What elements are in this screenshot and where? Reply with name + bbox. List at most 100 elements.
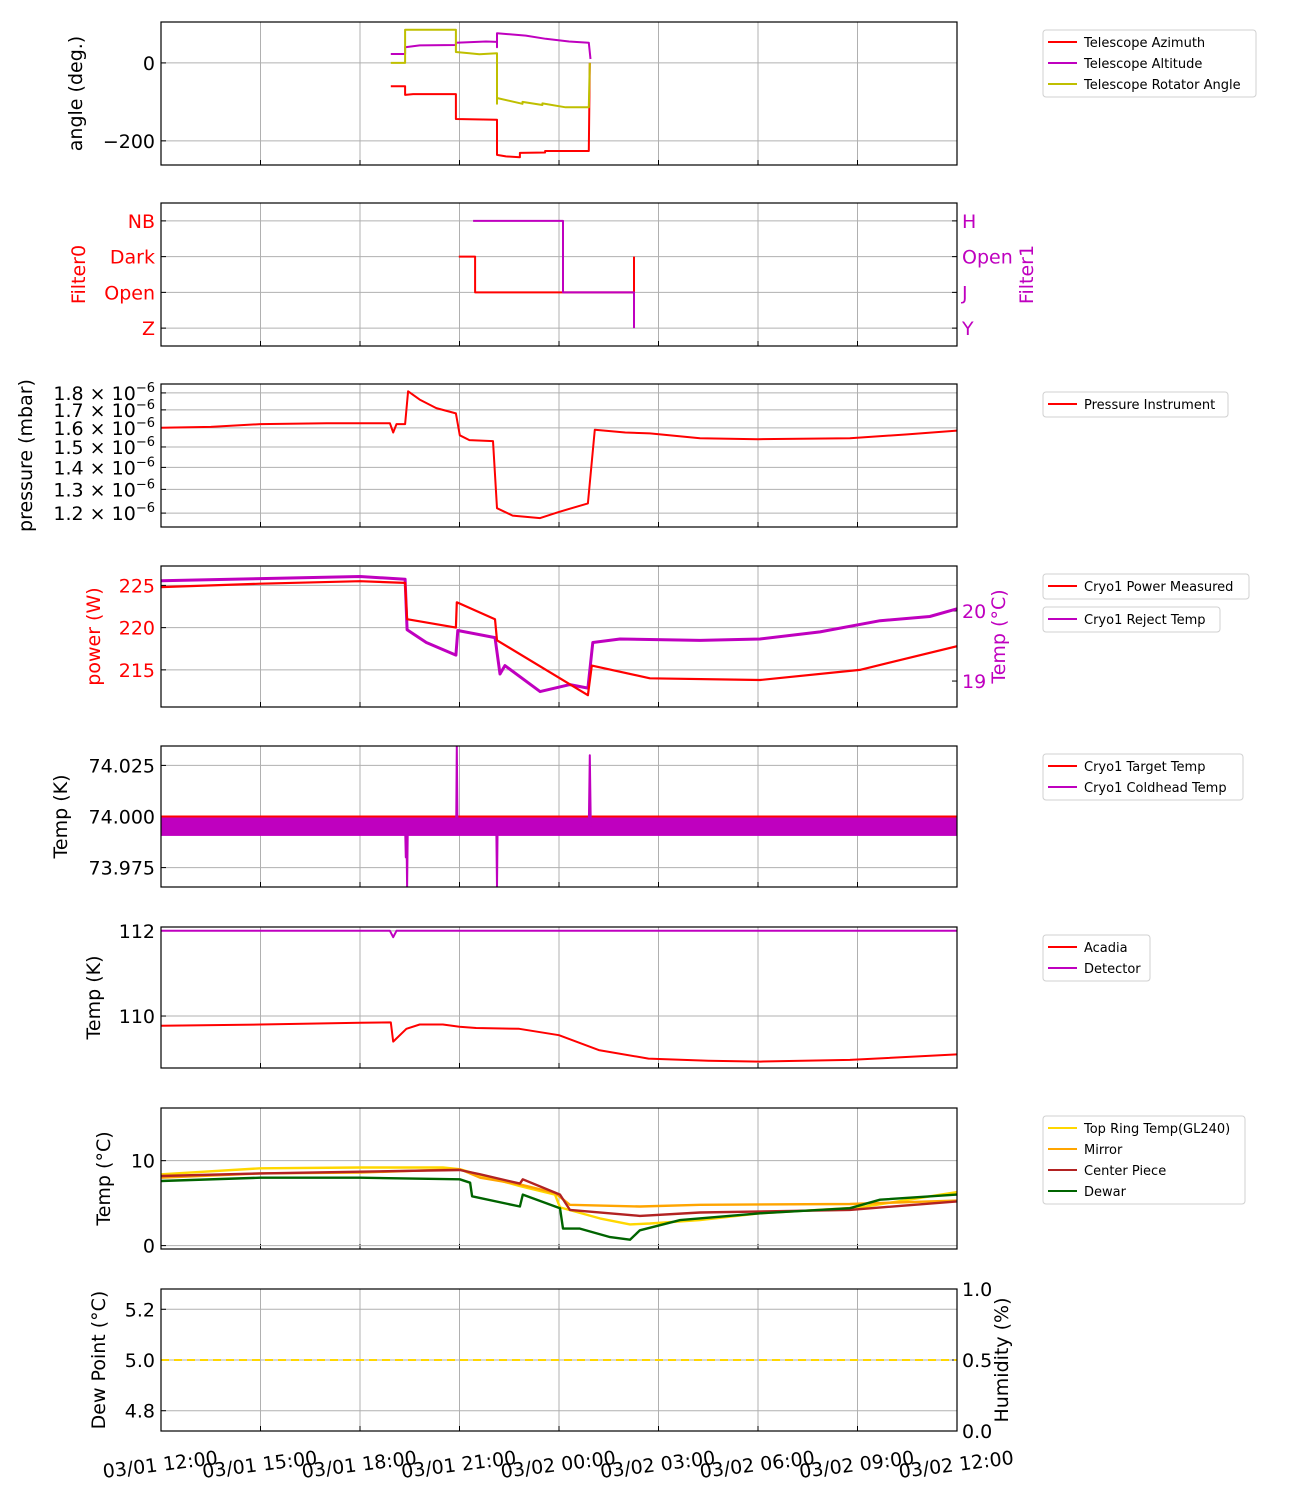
- y2-tick-label: Y: [961, 318, 974, 340]
- y-tick-label: NB: [128, 211, 155, 233]
- legend-label: Telescope Altitude: [1083, 57, 1202, 72]
- series-line-dewar: [161, 1176, 957, 1241]
- legend-label: Pressure Instrument: [1084, 398, 1215, 413]
- legend-box: [1042, 606, 1221, 633]
- legend: Cryo1 Power Measured: [1042, 573, 1250, 600]
- y-tick-label: 112: [119, 921, 155, 943]
- y-tick-label: 225: [119, 575, 155, 597]
- series-group: [458, 219, 635, 329]
- series-line-telescope-altitude: [390, 32, 592, 60]
- y-tick-label: 1.6 × 10−6: [53, 416, 155, 440]
- series-line-detector: [161, 929, 957, 939]
- legend-box: [1042, 391, 1229, 418]
- y-tick-label: 5.0: [125, 1350, 155, 1372]
- series-line-cryo1-coldhead-temp: [404, 746, 592, 887]
- legend: Telescope Azimuth Telescope Altitude Teles…: [1042, 29, 1257, 98]
- y-tick-label: Z: [142, 318, 155, 340]
- plot-frame: [160, 1288, 958, 1432]
- y-tick-label: Open: [104, 282, 155, 304]
- legend: Acadia Detector: [1042, 934, 1151, 982]
- y2-tick-label: 20: [962, 601, 986, 623]
- y-tick-label: 1.3 × 10−6: [53, 477, 155, 501]
- series-line-pressure-instrument: [161, 390, 957, 520]
- series-line-acadia: [161, 1021, 957, 1063]
- series-group: [161, 746, 957, 887]
- y-axis-label: Temp (°C): [93, 1131, 115, 1226]
- y2-tick-label: 0.0: [962, 1421, 992, 1443]
- y-tick-label: 5.2: [125, 1299, 155, 1321]
- legend-label: Telescope Azimuth: [1083, 36, 1205, 51]
- y-axis-label: pressure (mbar): [15, 379, 37, 532]
- y-axis-label: Temp (K): [50, 775, 72, 860]
- plot-frame: [160, 565, 958, 708]
- y2-tick-label: H: [962, 211, 976, 233]
- y2-axis-label: Filter1: [1016, 245, 1038, 304]
- y-tick-label: 220: [119, 618, 155, 640]
- panel-telescope-temps: 0 10 Temp (°C) Top Ring Temp(GL240) Mirror Ce…: [93, 1107, 1246, 1258]
- y2-tick-label: 1.0: [962, 1279, 992, 1301]
- legend-label: Top Ring Temp(GL240): [1083, 1122, 1230, 1137]
- y-tick-label: Dark: [110, 247, 155, 269]
- y-tick-label: −200: [103, 131, 155, 153]
- y-tick-label: 1.5 × 10−6: [53, 435, 155, 459]
- y-axis-label: Temp (K): [83, 956, 105, 1041]
- panel-cryo-temps: 73.975 74.000 74.025 Temp (K) Cryo1 Target T…: [50, 745, 1244, 888]
- y2-tick-label: 19: [962, 671, 986, 693]
- legend: Cryo1 Reject Temp: [1042, 606, 1221, 633]
- y-tick-label: 73.975: [89, 858, 155, 880]
- y-axis-label: Filter0: [68, 245, 90, 304]
- series-line-cryo1-power-measured: [161, 580, 957, 697]
- series-group: [161, 929, 957, 1063]
- legend-label: Cryo1 Coldhead Temp: [1084, 781, 1227, 796]
- y-axis-label: angle (deg.): [65, 36, 87, 151]
- y-tick-label: 1.7 × 10−6: [53, 398, 155, 422]
- series-group: [161, 1166, 957, 1241]
- y2-axis-label: Humidity (%): [991, 1297, 1013, 1422]
- plot-frame: [160, 745, 958, 888]
- panel-detector-temps: 110 112 Temp (K) Acadia Detector: [83, 921, 1151, 1069]
- series-group: [390, 28, 592, 159]
- legend-box: [1042, 753, 1244, 801]
- plot-frame: [160, 1107, 958, 1250]
- y-tick-label: 74.025: [89, 755, 155, 777]
- plot-frame: [160, 926, 958, 1069]
- legend-label: Telescope Rotator Angle: [1083, 78, 1241, 93]
- legend-label: Mirror: [1084, 1143, 1123, 1158]
- series-line-center-piece: [161, 1168, 957, 1218]
- legend: Cryo1 Target Temp Cryo1 Coldhead Temp: [1042, 753, 1244, 801]
- legend-label: Cryo1 Power Measured: [1084, 580, 1233, 595]
- y-tick-label: 4.8: [125, 1401, 155, 1423]
- y-tick-label: 110: [119, 1006, 155, 1028]
- panel-cryo-power: 215 220 225 19 20 Temp (°C) power (W) Cryo1 Pow…: [83, 565, 1250, 708]
- series-line-filter0: [458, 255, 635, 294]
- y2-tick-label: Open: [962, 247, 1013, 269]
- plot-frame: [160, 21, 958, 166]
- y-axis-label: Dew Point (°C): [88, 1291, 110, 1430]
- legend-label: Cryo1 Target Temp: [1084, 760, 1205, 775]
- y-tick-label: 1.2 × 10−6: [53, 501, 155, 525]
- legend-label: Cryo1 Reject Temp: [1084, 613, 1206, 628]
- x-tick-label: 03/02 12:00: [898, 1447, 1015, 1483]
- legend: Top Ring Temp(GL240) Mirror Center Piece De…: [1042, 1115, 1246, 1205]
- legend-label: Detector: [1084, 962, 1141, 977]
- y-tick-label: 74.000: [89, 807, 155, 829]
- y-tick-label: 1.4 × 10−6: [53, 455, 155, 479]
- y-tick-label: 0: [143, 53, 155, 75]
- y-axis-label: power (W): [83, 587, 105, 685]
- legend-label: Dewar: [1084, 1185, 1127, 1200]
- y2-tick-label: 0.5: [962, 1350, 992, 1372]
- panel-filters: Z Open Dark NB YJ Open H Filter1 Filter0: [68, 202, 1038, 347]
- legend-box: [1042, 573, 1250, 600]
- y-tick-label: 215: [119, 660, 155, 682]
- series-group: [161, 575, 957, 697]
- plot-frame: [160, 202, 958, 347]
- y-tick-label: 10: [131, 1151, 155, 1173]
- series-line-telescope-azimuth: [390, 62, 591, 159]
- legend: Pressure Instrument: [1042, 391, 1229, 418]
- legend-box: [1042, 29, 1257, 98]
- panel-pressure: 1.8 × 10−61.7 × 10−61.6 × 10−61.5 × 10−6…: [15, 379, 1229, 532]
- series-group: [161, 390, 957, 520]
